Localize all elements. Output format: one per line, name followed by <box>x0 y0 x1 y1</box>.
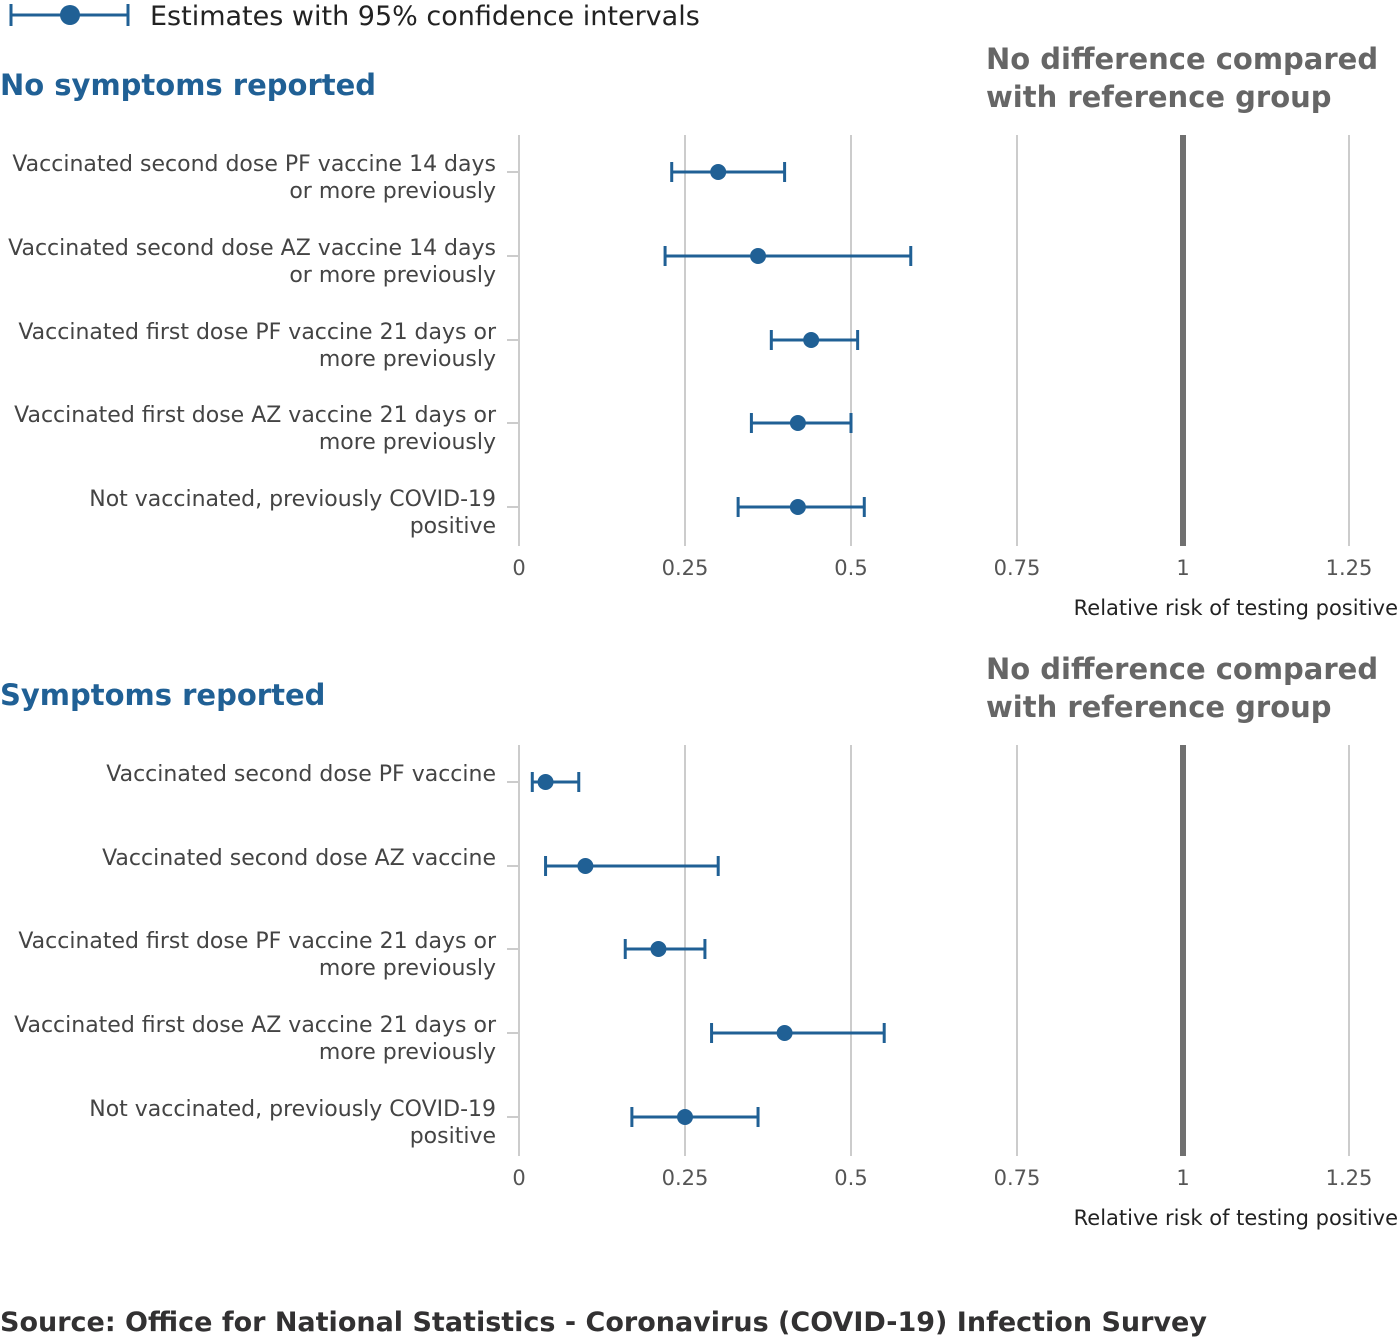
category-label-line: Vaccinated first dose AZ vaccine 21 days… <box>14 403 497 428</box>
estimate-point <box>776 1025 793 1041</box>
category-label-line: Vaccinated second dose PF vaccine 14 day… <box>12 152 496 177</box>
category-label: Vaccinated first dose AZ vaccine 21 days… <box>14 1013 497 1065</box>
category-label: Vaccinated second dose AZ vaccine <box>102 846 496 871</box>
estimate-point <box>537 774 554 790</box>
category-label: Vaccinated second dose PF vaccine 14 day… <box>12 152 496 204</box>
category-label: Vaccinated second dose PF vaccine <box>106 762 496 787</box>
estimate-point <box>789 499 806 515</box>
x-tick-label: 1.25 <box>1326 556 1373 580</box>
estimate-point <box>803 332 820 348</box>
category-label-line: more previously <box>319 1040 496 1065</box>
category-label-line: positive <box>410 1124 496 1149</box>
estimate-point <box>577 858 594 874</box>
x-tick-label: 0.25 <box>662 556 709 580</box>
x-tick-label: 0.5 <box>834 1166 867 1190</box>
category-label-line: or more previously <box>289 179 496 204</box>
category-label-line: positive <box>410 514 496 539</box>
category-label-line: Vaccinated second dose PF vaccine <box>106 762 496 787</box>
dot-with-error-bar-icon <box>9 4 130 26</box>
category-label: Vaccinated first dose PF vaccine 21 days… <box>18 320 497 372</box>
x-tick-label: 1 <box>1176 556 1189 580</box>
category-label-line: Not vaccinated, previously COVID-19 <box>89 1097 496 1122</box>
x-tick-label: 0 <box>512 556 525 580</box>
reference-label-line: with reference group <box>986 690 1332 724</box>
category-label-line: Vaccinated first dose AZ vaccine 21 days… <box>14 1013 497 1038</box>
estimate-point <box>789 415 806 431</box>
category-label: Vaccinated first dose PF vaccine 21 days… <box>18 929 497 981</box>
category-label: Vaccinated second dose AZ vaccine 14 day… <box>8 236 496 288</box>
panel-title: Symptoms reported <box>0 678 325 712</box>
panel-title: No symptoms reported <box>0 68 376 102</box>
estimate-point <box>650 941 667 957</box>
reference-label-line: No difference compared <box>986 42 1378 76</box>
panel-symptoms: Symptoms reported No difference compared w… <box>0 652 1398 1230</box>
category-label: Vaccinated first dose AZ vaccine 21 days… <box>14 403 497 455</box>
category-label-line: or more previously <box>289 263 496 288</box>
category-label-line: Vaccinated second dose AZ vaccine <box>102 846 496 871</box>
category-label-line: Not vaccinated, previously COVID-19 <box>89 487 496 512</box>
legend: Estimates with 95% confidence intervals <box>9 1 700 32</box>
category-label-line: more previously <box>319 347 496 372</box>
category-label-line: Vaccinated first dose PF vaccine 21 days… <box>18 320 497 345</box>
estimate-point <box>750 248 767 264</box>
x-tick-label: 0 <box>512 1166 525 1190</box>
x-axis-title: Relative risk of testing positive <box>1074 596 1398 620</box>
x-tick-label: 0.75 <box>994 556 1041 580</box>
x-tick-label: 0.75 <box>994 1166 1041 1190</box>
category-label-line: Vaccinated second dose AZ vaccine 14 day… <box>8 236 496 261</box>
x-tick-label: 0.5 <box>834 556 867 580</box>
category-label-line: more previously <box>319 956 496 981</box>
x-tick-label: 1.25 <box>1326 1166 1373 1190</box>
estimate-point <box>710 164 727 180</box>
category-label: Not vaccinated, previously COVID-19 posit… <box>89 1097 496 1149</box>
reference-label: No difference compared with reference gro… <box>986 652 1378 724</box>
panel-no-symptoms: No symptoms reported No difference compar… <box>0 42 1398 620</box>
x-tick-label: 0.25 <box>662 1166 709 1190</box>
reference-label-line: with reference group <box>986 80 1332 114</box>
category-label: Not vaccinated, previously COVID-19 posit… <box>89 487 496 539</box>
reference-label-line: No difference compared <box>986 652 1378 686</box>
category-label-line: Vaccinated first dose PF vaccine 21 days… <box>18 929 497 954</box>
estimate-point <box>677 1109 693 1125</box>
category-label-line: more previously <box>319 430 496 455</box>
source-note: Source: Office for National Statistics -… <box>0 1307 1207 1338</box>
legend-label: Estimates with 95% confidence intervals <box>150 1 700 32</box>
reference-label: No difference compared with reference gro… <box>986 42 1378 114</box>
x-tick-label: 1 <box>1176 1166 1189 1190</box>
x-axis-title: Relative risk of testing positive <box>1074 1206 1398 1230</box>
